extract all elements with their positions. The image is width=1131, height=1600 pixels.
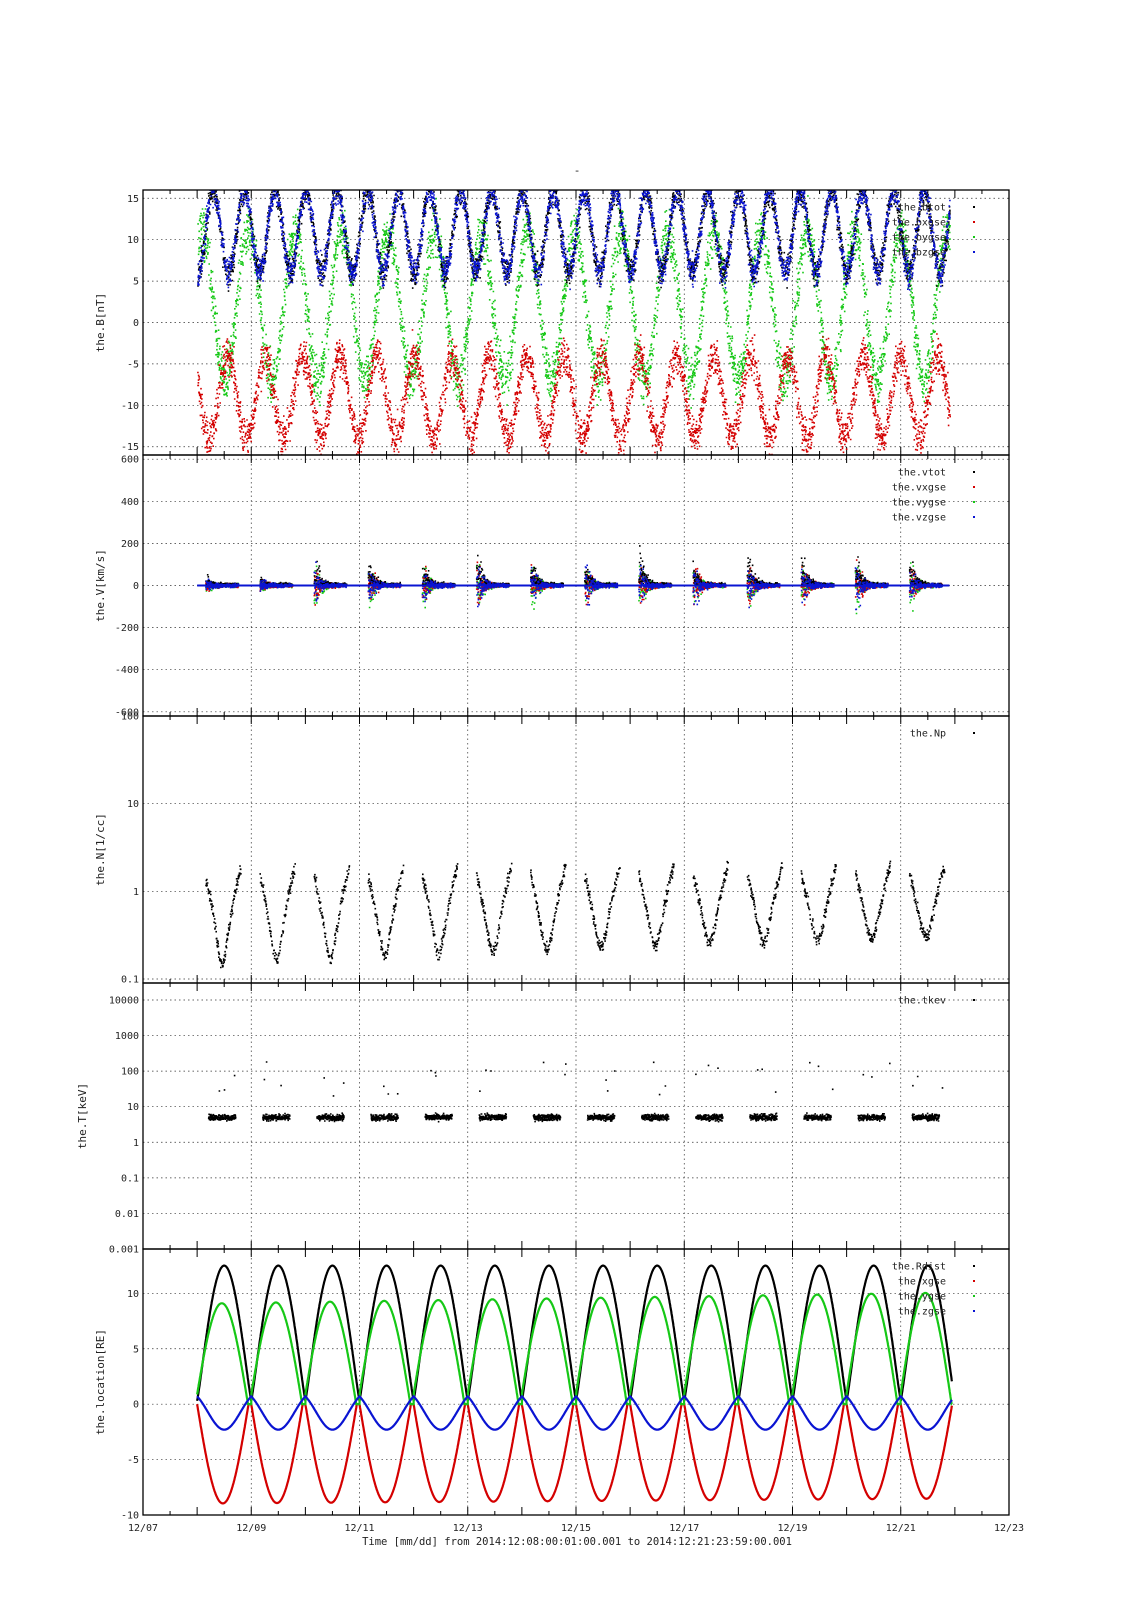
y-tick-label: 10000	[109, 995, 139, 1006]
y-tick-label: -5	[127, 1455, 139, 1466]
y-tick-label: 1	[133, 1138, 139, 1149]
series-the-tkev	[207, 1061, 944, 1123]
legend-swatch	[973, 221, 975, 223]
series-the-Np	[205, 860, 946, 969]
legend-label: the.ygse	[898, 1292, 946, 1303]
y-tick-label: -600	[115, 707, 139, 718]
y-axis-label: the.B[nT]	[94, 293, 107, 353]
y-tick-label: -5	[127, 359, 139, 370]
figure-title: -	[574, 164, 581, 177]
plot-area	[197, 190, 951, 455]
legend-swatch	[973, 1310, 975, 1312]
y-tick-label: -400	[115, 665, 139, 676]
series-the-bzgse	[197, 190, 951, 291]
y-axis-label: the.T[keV]	[76, 1083, 89, 1149]
legend-swatch	[973, 1295, 975, 1297]
y-tick-label: 10	[127, 1289, 139, 1300]
y-axis-label: the.location[RE]	[94, 1329, 107, 1435]
y-tick-label: 100	[121, 1067, 139, 1078]
legend-label: the.bxgse	[892, 218, 946, 229]
x-tick-label: 12/11	[344, 1523, 374, 1534]
y-tick-label: 1	[133, 887, 139, 898]
plot-area	[197, 545, 950, 615]
y-tick-label: 200	[121, 539, 139, 550]
legend-label: the.zgse	[898, 1307, 946, 1318]
plot-area	[205, 860, 946, 969]
series-the-ygse	[196, 1291, 953, 1406]
x-tick-label: 12/07	[128, 1523, 158, 1534]
x-tick-label: 12/19	[777, 1523, 807, 1534]
legend-label: the.Np	[910, 729, 946, 740]
y-tick-label: 15	[127, 194, 139, 205]
plot-area	[196, 1264, 953, 1505]
legend-swatch	[973, 471, 975, 473]
legend-swatch	[973, 1265, 975, 1267]
series-the-zgse	[196, 1394, 953, 1431]
x-tick-label: 12/21	[886, 1523, 916, 1534]
y-tick-label: 5	[133, 277, 139, 288]
y-tick-label: 10	[127, 235, 139, 246]
y-tick-label: -200	[115, 623, 139, 634]
legend-label: the.vtot	[898, 468, 946, 479]
legend-swatch	[973, 486, 975, 488]
panels: 151050-5-10-15the.B[nT]the.btotthe.bxgse…	[76, 189, 1024, 1534]
series-the-bxgse	[197, 329, 951, 455]
legend-label: the.bygse	[892, 233, 946, 244]
legend-label: the.vygse	[892, 498, 946, 509]
y-tick-label: 600	[121, 455, 139, 466]
legend-label: the.bzgse	[892, 248, 946, 259]
legend-label: the.tkev	[898, 996, 946, 1007]
legend-swatch	[973, 1280, 975, 1282]
y-tick-label: 0.1	[121, 1173, 139, 1184]
panel-4: 10000 1000 100 10 1 0.1 0.01 0.001 the.T[keV] the…	[76, 982, 1010, 1256]
panel-2: 600 400 200 0 -200 -400 -600 the.V[km/s] the.vto…	[94, 454, 1010, 718]
legend-swatch	[973, 236, 975, 238]
y-axis-label: the.V[km/s]	[94, 549, 107, 622]
legend-label: the.vxgse	[892, 483, 946, 494]
y-tick-label: 0	[133, 581, 139, 592]
y-tick-label: -15	[121, 442, 139, 453]
y-tick-label: 100	[121, 712, 139, 723]
y-tick-label: 10	[127, 799, 139, 810]
x-axis-label: Time [mm/dd] from 2014:12:08:00:01:00.00…	[362, 1536, 792, 1548]
x-tick-label: 12/23	[994, 1523, 1024, 1534]
legend-swatch	[973, 206, 975, 208]
series-the-Rdist	[196, 1264, 953, 1402]
y-tick-label: 0.01	[115, 1209, 139, 1220]
y-tick-label: 10	[127, 1102, 139, 1113]
y-tick-label: 0	[133, 318, 139, 329]
plot-area	[207, 1061, 944, 1123]
y-tick-label: 400	[121, 497, 139, 508]
panel-1: 15 10 5 0 -5 -10 -15 the.B[nT] the.btot the.bxgse…	[94, 189, 1010, 456]
y-tick-label: -10	[121, 401, 139, 412]
y-tick-label: 0	[133, 1400, 139, 1411]
y-tick-label: 0.001	[109, 1245, 139, 1256]
x-tick-label: 12/09	[236, 1523, 266, 1534]
legend-swatch	[973, 732, 975, 734]
legend-swatch	[973, 251, 975, 253]
legend-label: the.vzgse	[892, 513, 946, 524]
y-tick-label: 0.1	[121, 974, 139, 985]
x-tick-label: 12/15	[561, 1523, 591, 1534]
legend-label: the.xgse	[898, 1277, 946, 1288]
legend-label: the.btot	[898, 203, 946, 214]
x-tick-label: 12/13	[453, 1523, 483, 1534]
legend-label: the.Rdist	[892, 1262, 946, 1273]
panel-5: 10 5 0 -5 -10 the.location[RE] the.Rdist the.xg…	[94, 1248, 1010, 1522]
legend-swatch	[973, 999, 975, 1001]
legend-swatch	[973, 501, 975, 503]
y-tick-label: 5	[133, 1344, 139, 1355]
x-tick-label: 12/17	[669, 1523, 699, 1534]
y-tick-label: 1000	[115, 1031, 139, 1042]
panel-frame	[142, 1248, 1010, 1516]
panel-3: 100 10 1 0.1 the.N[1/cc] the.Np	[94, 712, 1010, 985]
legend-swatch	[973, 516, 975, 518]
y-tick-label: -10	[121, 1511, 139, 1522]
y-axis-label: the.N[1/cc]	[94, 813, 107, 886]
